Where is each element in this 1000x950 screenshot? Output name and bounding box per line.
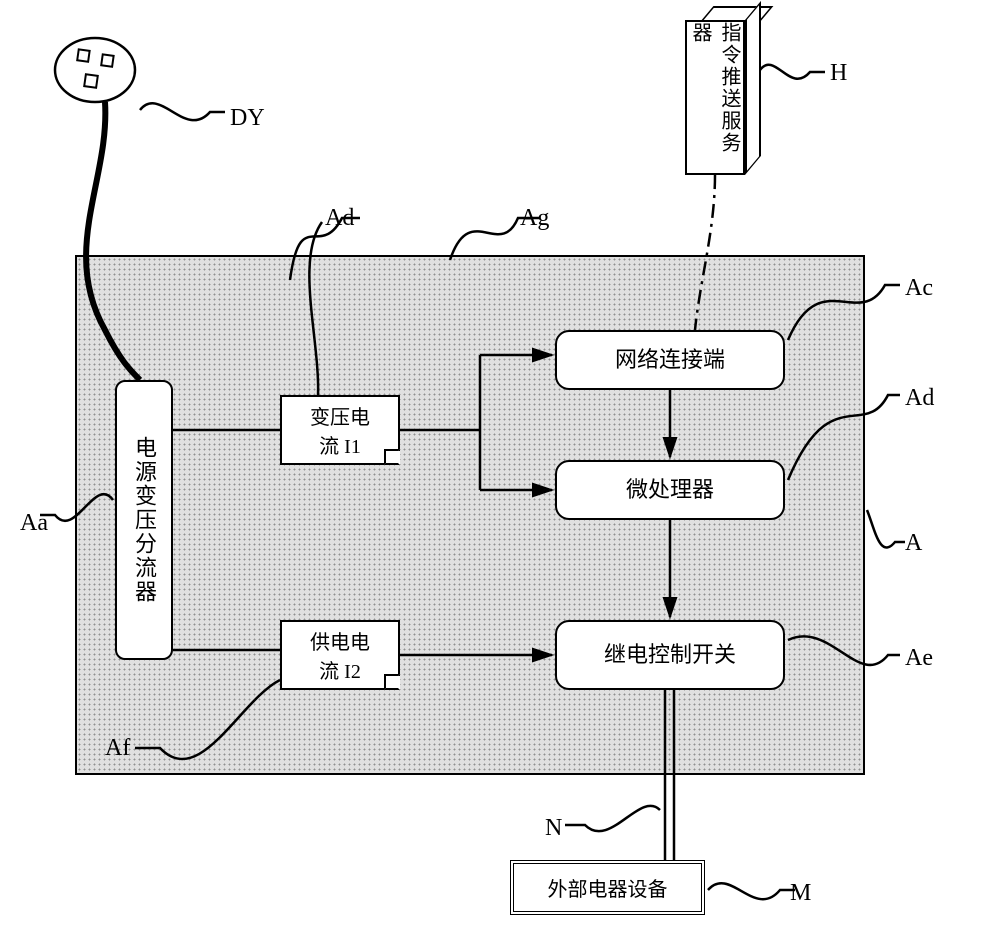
node-label: 网络连接端 [615, 346, 725, 375]
node-microprocessor: 微处理器 [555, 460, 785, 520]
node-label: 继电控制开关 [604, 641, 736, 670]
server-box: 指令推送服务器 [685, 20, 745, 175]
label-Af: Af [105, 735, 130, 762]
node-net-connection: 网络连接端 [555, 330, 785, 390]
note-label: 供电电 流 I2 [310, 626, 370, 684]
label-M: M [790, 880, 811, 907]
note-i2: 供电电 流 I2 [280, 620, 400, 690]
node-relay-switch: 继电控制开关 [555, 620, 785, 690]
server-box-side [745, 1, 761, 175]
label-Ae: Ae [905, 645, 933, 672]
label-Ad-1: Ad [325, 205, 354, 232]
server-label: 指令推送服务器 [686, 22, 744, 173]
note-label: 变压电 流 I1 [310, 401, 370, 459]
label-Ac: Ac [905, 275, 933, 302]
label-Ad-2: Ad [905, 385, 934, 412]
ext-device-label: 外部电器设备 [548, 873, 668, 902]
label-H: H [830, 60, 847, 87]
label-Ag: Ag [520, 205, 549, 232]
node-power-splitter: 电源变压分流器 [115, 380, 173, 660]
label-Aa: Aa [20, 510, 48, 537]
plug-icon [55, 38, 135, 102]
node-label: 电源变压分流器 [128, 436, 160, 604]
note-i1: 变压电 流 I1 [280, 395, 400, 465]
node-label: 微处理器 [626, 476, 714, 505]
label-A: A [905, 530, 922, 557]
label-DY: DY [230, 105, 265, 132]
diagram-canvas: 电源变压分流器 变压电 流 I1 供电电 流 I2 网络连接端 微处理器 继电控… [0, 0, 1000, 950]
label-N: N [545, 815, 562, 842]
external-device-box: 外部电器设备 [510, 860, 705, 915]
